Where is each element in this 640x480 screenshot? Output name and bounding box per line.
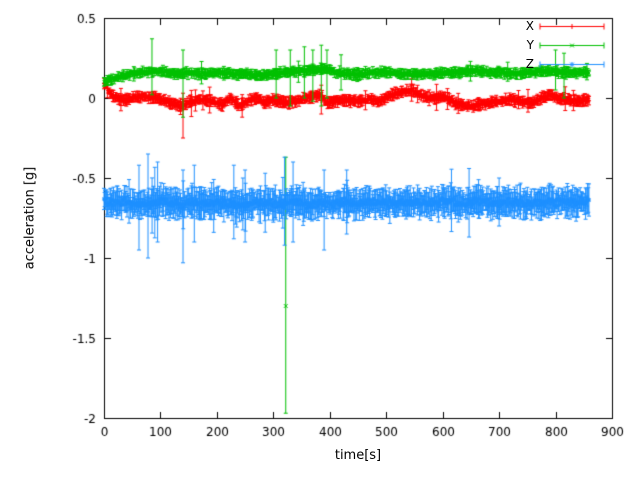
legend-label-y: Y [526,38,534,52]
legend-label-x: X [525,19,534,33]
legend-label-z: Z [525,57,534,71]
y-axis-label: acceleration [g] [22,166,38,270]
legend: X Y Z [526,17,534,74]
x-axis-label: time[s] [334,448,382,463]
